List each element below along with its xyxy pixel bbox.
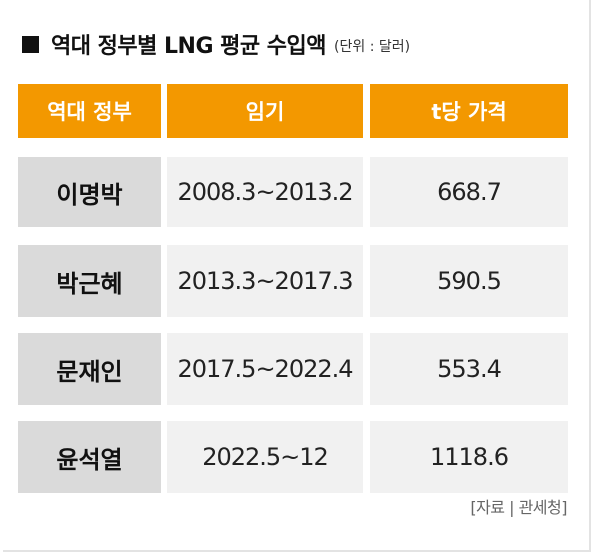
row-1-price: 668.7 — [370, 157, 568, 227]
row-4-price: 1118.6 — [370, 421, 568, 493]
source-credit: [자료 | 관세청] — [470, 498, 567, 517]
row-2-government: 박근혜 — [18, 245, 161, 317]
row-4-term: 2022.5~12 — [167, 421, 363, 493]
row-2-price: 590.5 — [370, 245, 568, 317]
row-1-term: 2008.3~2013.2 — [167, 157, 363, 227]
row-3-term: 2017.5~2022.4 — [167, 333, 363, 405]
page-title: 역대 정부별 LNG 평균 수입액 — [51, 34, 327, 59]
unit-note: (단위 : 달러) — [334, 38, 411, 55]
header-term: 임기 — [167, 84, 363, 138]
row-1-government: 이명박 — [18, 157, 161, 227]
title-bar: 역대 정부별 LNG 평균 수입액 (단위 : 달러) — [22, 24, 410, 64]
row-2-term: 2013.3~2017.3 — [167, 245, 363, 317]
square-bullet-icon — [22, 35, 39, 53]
row-3-price: 553.4 — [370, 333, 568, 405]
row-4-government: 윤석열 — [18, 421, 161, 493]
header-government: 역대 정부 — [18, 84, 161, 138]
row-3-government: 문재인 — [18, 333, 161, 405]
header-price: t당 가격 — [370, 84, 568, 138]
card-frame — [3, 0, 591, 552]
